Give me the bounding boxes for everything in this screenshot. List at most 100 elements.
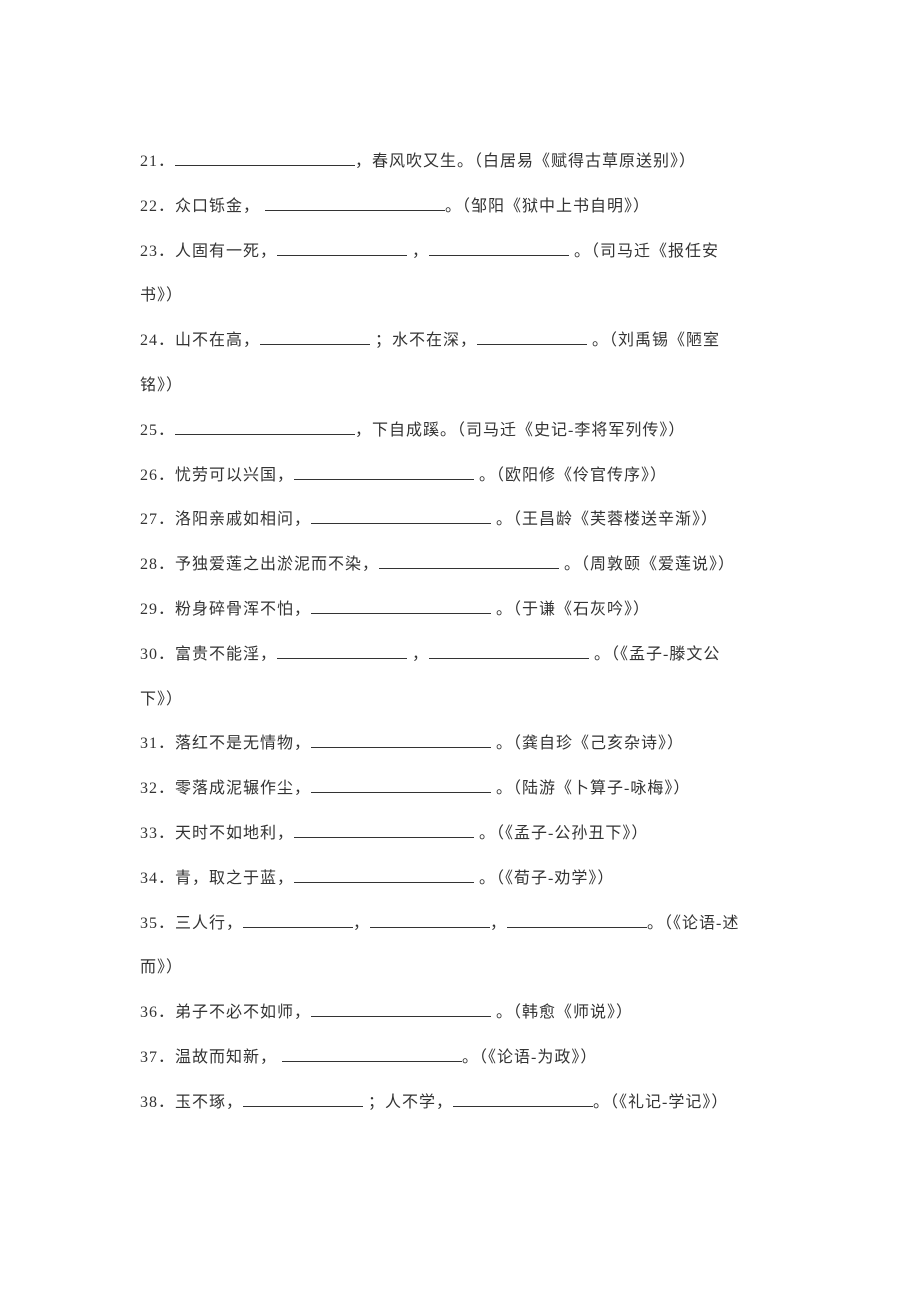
- fill-blank: [429, 643, 589, 659]
- fill-blank: [277, 240, 407, 256]
- question-number: 33: [140, 825, 158, 842]
- question-text: ．: [158, 153, 175, 170]
- question-text: 而》）: [140, 959, 183, 976]
- fill-blank: [277, 643, 407, 659]
- question-line: 铭》）: [140, 364, 780, 409]
- question-number: 22: [140, 198, 158, 215]
- question-text: 。（《论语-为政》）: [462, 1049, 597, 1066]
- question-text: ．落红不是无情物，: [158, 735, 311, 752]
- question-text: 。（刘禹锡《陋室: [587, 332, 720, 349]
- question-line: 36．弟子不必不如师， 。（韩愈《师说》）: [140, 991, 780, 1036]
- question-text: ．天时不如地利，: [158, 825, 294, 842]
- question-text: ．温故而知新，: [158, 1049, 282, 1066]
- fill-blank: [294, 867, 474, 883]
- question-line: 下》）: [140, 678, 780, 723]
- question-number: 35: [140, 915, 158, 932]
- fill-blank: [282, 1046, 462, 1062]
- question-text: 。（《孟子-公孙丑下》）: [474, 825, 648, 842]
- question-text: ．玉不琢，: [158, 1094, 243, 1111]
- question-text: 。（周敦颐《爱莲说》）: [559, 556, 735, 573]
- question-line: 34．青，取之于蓝， 。（《荀子-劝学》）: [140, 857, 780, 902]
- question-text: ．予独爱莲之出淤泥而不染，: [158, 556, 379, 573]
- question-text: ．人固有一死，: [158, 243, 277, 260]
- question-text: 。（陆游《卜算子-咏梅》）: [491, 780, 690, 797]
- question-line: 26．忧劳可以兴国， 。（欧阳修《伶官传序》）: [140, 454, 780, 499]
- question-line: 21． ，春风吹又生。（白居易《赋得古草原送别》）: [140, 140, 780, 185]
- question-line: 33．天时不如地利， 。（《孟子-公孙丑下》）: [140, 812, 780, 857]
- question-text: 。（《礼记-学记》）: [593, 1094, 728, 1111]
- fill-blank: [311, 1001, 491, 1017]
- question-text: 。（邹阳《狱中上书自明》）: [445, 198, 650, 215]
- question-number: 32: [140, 780, 158, 797]
- fill-blank: [429, 240, 569, 256]
- question-line: 书》）: [140, 274, 780, 319]
- document-container: 21．，春风吹又生。（白居易《赋得古草原送别》）22．众口铄金， 。（邹阳《狱中…: [140, 140, 780, 1126]
- question-text: ．粉身碎骨浑不怕，: [158, 601, 311, 618]
- question-text: ，下自成蹊。（司马迁《史记-李将军列传》）: [355, 422, 685, 439]
- question-text: ．弟子不必不如师，: [158, 1004, 311, 1021]
- question-text: ．富贵不能淫，: [158, 646, 277, 663]
- question-number: 29: [140, 601, 158, 618]
- question-text: 。（龚自珍《己亥杂诗》）: [491, 735, 684, 752]
- question-text: ．青，取之于蓝，: [158, 870, 294, 887]
- fill-blank: [265, 195, 445, 211]
- question-line: 而》）: [140, 946, 780, 991]
- question-text: 书》）: [140, 287, 183, 304]
- fill-blank: [175, 419, 355, 435]
- question-number: 36: [140, 1004, 158, 1021]
- question-text: ．: [158, 422, 175, 439]
- question-text: ．山不在高，: [158, 332, 260, 349]
- question-number: 21: [140, 153, 158, 170]
- question-text: ，: [490, 915, 507, 932]
- question-text: 下》）: [140, 691, 183, 708]
- fill-blank: [243, 1091, 363, 1107]
- question-line: 29．粉身碎骨浑不怕， 。（于谦《石灰吟》）: [140, 588, 780, 633]
- fill-blank: [311, 598, 491, 614]
- question-text: 铭》）: [140, 377, 183, 394]
- question-line: 22．众口铄金， 。（邹阳《狱中上书自明》）: [140, 185, 780, 230]
- question-number: 25: [140, 422, 158, 439]
- question-line: 38．玉不琢， ；人不学， 。（《礼记-学记》）: [140, 1081, 780, 1126]
- question-number: 34: [140, 870, 158, 887]
- question-number: 30: [140, 646, 158, 663]
- question-text: ．洛阳亲戚如相问，: [158, 511, 311, 528]
- question-text: 。（韩愈《师说》）: [491, 1004, 633, 1021]
- question-line: 35．三人行， ， ， 。（《论语-述: [140, 902, 780, 947]
- fill-blank: [453, 1091, 593, 1107]
- question-line: 30．富贵不能淫， ， 。（《孟子-滕文公: [140, 633, 780, 678]
- question-text: 。（于谦《石灰吟》）: [491, 601, 650, 618]
- question-number: 27: [140, 511, 158, 528]
- question-line: 31．落红不是无情物， 。（龚自珍《己亥杂诗》）: [140, 722, 780, 767]
- fill-blank: [477, 329, 587, 345]
- question-number: 28: [140, 556, 158, 573]
- question-line: 27．洛阳亲戚如相问， 。（王昌龄《芙蓉楼送辛渐》）: [140, 498, 780, 543]
- question-text: 。（《孟子-滕文公: [589, 646, 720, 663]
- fill-blank: [175, 150, 355, 166]
- question-line: 23．人固有一死， ， 。（司马迁《报任安: [140, 230, 780, 275]
- question-number: 31: [140, 735, 158, 752]
- question-number: 38: [140, 1094, 158, 1111]
- question-number: 23: [140, 243, 158, 260]
- question-text: ，: [407, 243, 429, 260]
- question-text: ．忧劳可以兴国，: [158, 467, 294, 484]
- question-text: ；水不在深，: [370, 332, 477, 349]
- fill-blank: [294, 822, 474, 838]
- question-number: 24: [140, 332, 158, 349]
- fill-blank: [243, 912, 353, 928]
- question-line: 25． ，下自成蹊。（司马迁《史记-李将军列传》）: [140, 409, 780, 454]
- fill-blank: [260, 329, 370, 345]
- fill-blank: [370, 912, 490, 928]
- fill-blank: [379, 553, 559, 569]
- question-text: 。（欧阳修《伶官传序》）: [474, 467, 667, 484]
- question-text: 。（《论语-述: [647, 915, 739, 932]
- question-text: ．众口铄金，: [158, 198, 265, 215]
- question-line: 32．零落成泥辗作尘， 。（陆游《卜算子-咏梅》）: [140, 767, 780, 812]
- question-text: ，: [407, 646, 429, 663]
- question-text: 。（王昌龄《芙蓉楼送辛渐》）: [491, 511, 718, 528]
- question-text: ．三人行，: [158, 915, 243, 932]
- question-text: ；人不学，: [363, 1094, 453, 1111]
- question-text: ，: [353, 915, 370, 932]
- question-text: ，春风吹又生。（白居易《赋得古草原送别》）: [355, 153, 696, 170]
- fill-blank: [507, 912, 647, 928]
- fill-blank: [311, 508, 491, 524]
